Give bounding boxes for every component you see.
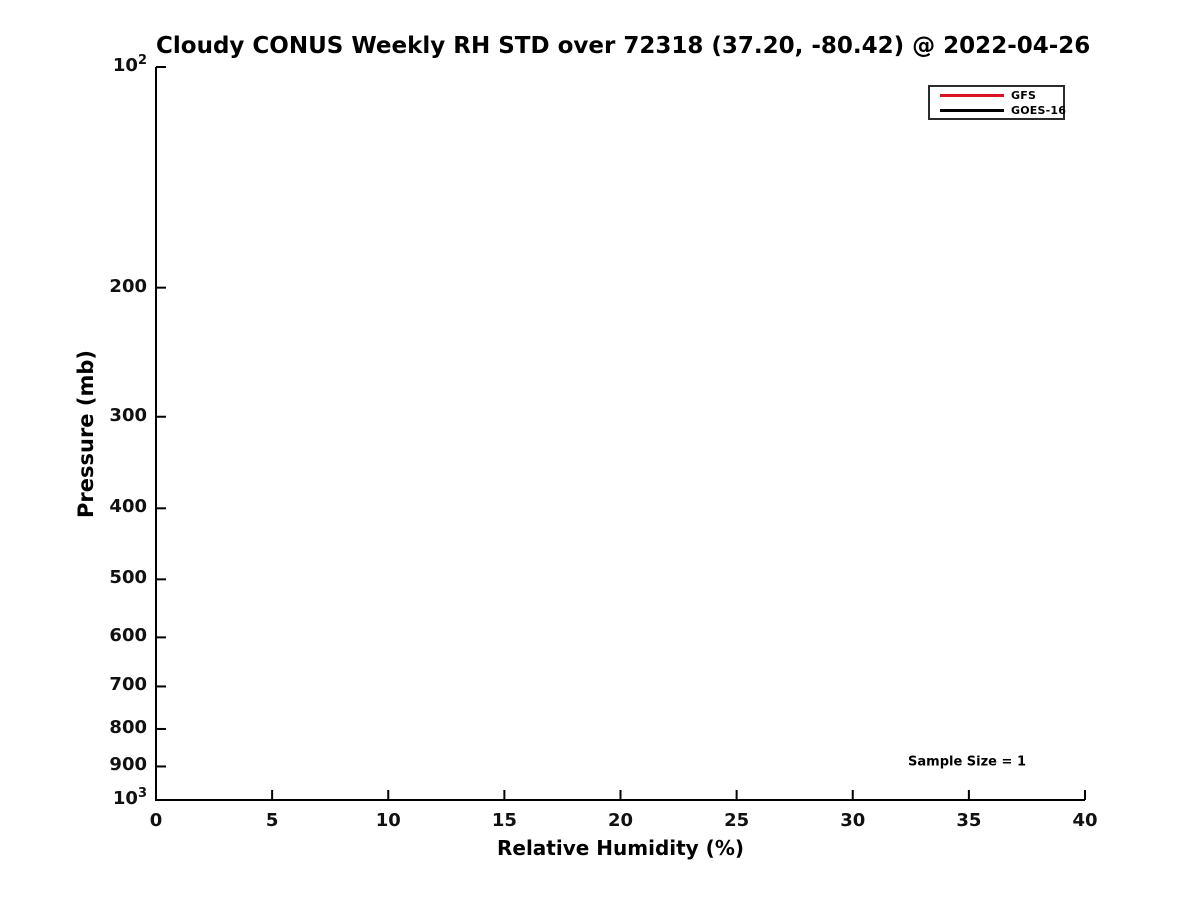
x-tick-label: 15 (491, 810, 517, 831)
y-tick-label: 900 (109, 754, 147, 776)
y-axis-label: Pressure (mb) (74, 350, 98, 518)
y-tick-label: 800 (109, 716, 147, 738)
y-tick-label: 200 (109, 275, 147, 297)
sample-size-annotation: Sample Size = 1 (908, 754, 1026, 770)
x-tick-label: 5 (265, 810, 279, 831)
x-tick-label: 35 (956, 810, 982, 831)
legend-entry-gfs: GFS (940, 88, 1063, 102)
x-tick-label: 10 (375, 810, 401, 831)
legend-entry-goes16: GOES-16 (940, 103, 1067, 117)
legend-label-goes16: GOES-16 (1011, 103, 1067, 117)
y-tick-label: 500 (109, 567, 147, 589)
chart-title: Cloudy CONUS Weekly RH STD over 72318 (3… (156, 33, 1091, 59)
x-tick-label: 20 (607, 810, 634, 831)
y-tick-label: 700 (109, 674, 147, 696)
legend-label-gfs: GFS (1011, 88, 1037, 102)
legend: GFS GOES-16 (928, 85, 1067, 120)
x-tick-label: 40 (1072, 810, 1098, 831)
goes16-line-sample (940, 108, 1004, 112)
y-tick-label: 300 (109, 404, 147, 426)
x-tick-label: 30 (840, 810, 866, 831)
y-tick-label: 600 (109, 625, 147, 647)
x-tick-label: 25 (724, 810, 750, 831)
gfs-line-sample (940, 93, 1004, 97)
x-tick-label: 0 (149, 810, 163, 831)
y-tick-label: 102 (112, 53, 147, 76)
y-tick-label: 103 (112, 786, 147, 809)
x-axis-label: Relative Humidity (%) (496, 836, 745, 860)
y-tick-label: 400 (109, 496, 147, 518)
